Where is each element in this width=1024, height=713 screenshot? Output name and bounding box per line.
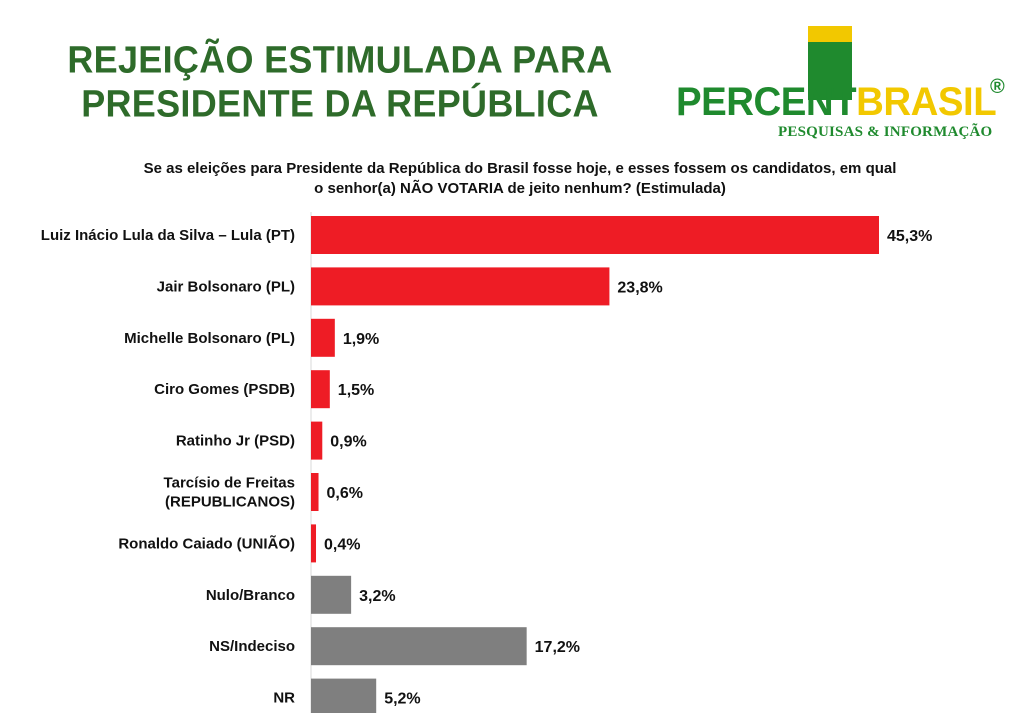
title-line-2: PRESIDENTE DA REPÚBLICA (81, 82, 599, 126)
data-label: 23,8% (617, 279, 662, 296)
category-label: (REPUBLICANOS) (165, 494, 295, 511)
question-line-2: o senhor(a) NÃO VOTARIA de jeito nenhum?… (314, 180, 726, 197)
brand-logo: PERCENTBRASIL ® PESQUISAS & INFORMAÇÃO (676, 18, 1016, 148)
category-label: Ratinho Jr (PSD) (176, 433, 295, 450)
bar (311, 524, 317, 563)
bar (311, 267, 610, 306)
category-label: Tarcísio de Freitas (164, 475, 295, 492)
bar (311, 627, 527, 666)
logo-tagline: PESQUISAS & INFORMAÇÃO (778, 124, 993, 140)
flag-icon (808, 26, 852, 100)
registered-mark: ® (990, 76, 1005, 98)
data-label: 0,9% (330, 434, 366, 451)
bar (311, 370, 330, 409)
bar (311, 421, 323, 460)
category-label: Nulo/Branco (206, 587, 295, 604)
category-label: Ciro Gomes (PSDB) (154, 381, 295, 398)
data-label: 0,4% (324, 536, 360, 553)
category-label: Jair Bolsonaro (PL) (157, 278, 295, 295)
category-label: NR (273, 690, 295, 707)
bar (311, 216, 879, 254)
data-label: 17,2% (535, 639, 580, 656)
data-label: 1,9% (343, 331, 379, 348)
chart-question: Se as eleições para Presidente da Repúbl… (120, 159, 920, 199)
data-label: 5,2% (384, 691, 420, 708)
page-title: REJEIÇÃO ESTIMULADA PARA PRESIDENTE DA R… (60, 38, 620, 126)
bar (311, 678, 377, 713)
data-label: 1,5% (338, 382, 374, 399)
data-label: 3,2% (359, 588, 395, 605)
title-line-1: REJEIÇÃO ESTIMULADA PARA (67, 37, 613, 81)
bar (311, 318, 335, 357)
category-label: Michelle Bolsonaro (PL) (124, 330, 295, 347)
category-label: Luiz Inácio Lula da Silva – Lula (PT) (41, 227, 295, 244)
bar (311, 575, 352, 614)
logo-word-percent: PERCENT (676, 80, 857, 124)
data-label: 0,6% (327, 485, 363, 502)
category-label: Ronaldo Caiado (UNIÃO) (118, 534, 295, 552)
data-label: 45,3% (887, 228, 932, 245)
category-label: NS/Indeciso (209, 638, 295, 655)
question-line-1: Se as eleições para Presidente da Repúbl… (143, 160, 897, 177)
logo-wordmark: PERCENTBRASIL (676, 80, 997, 124)
bar (311, 473, 319, 511)
logo-word-brasil: BRASIL (856, 80, 997, 124)
